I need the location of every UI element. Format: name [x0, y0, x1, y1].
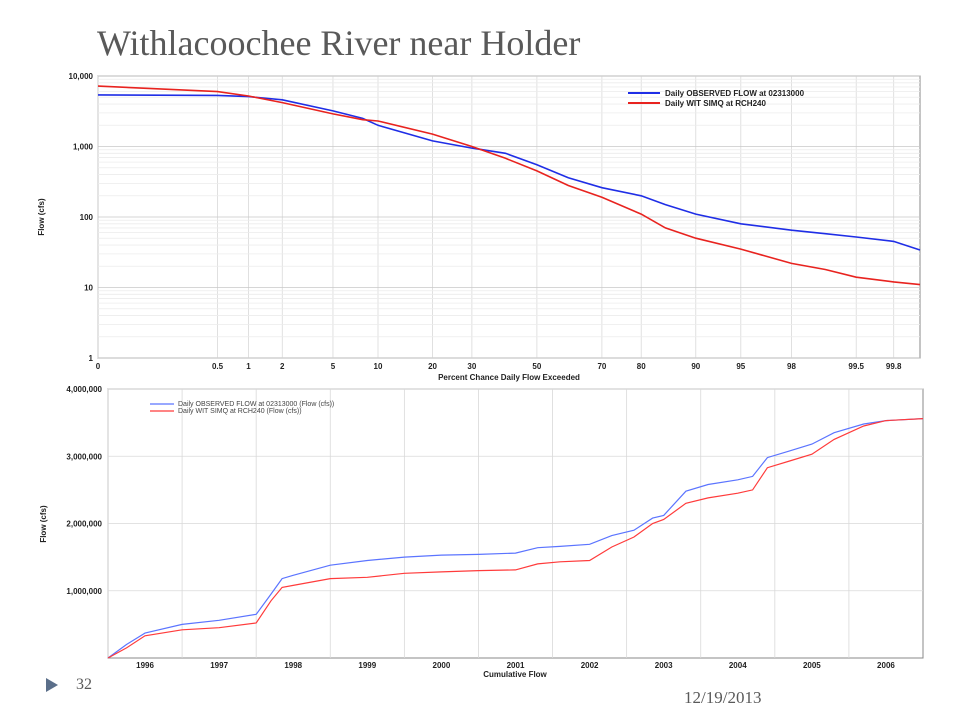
x-tick-label-top: 95: [736, 362, 745, 371]
x-tick-label-bottom: 1996: [136, 661, 154, 670]
x-tick-label-bottom: 2006: [877, 661, 895, 670]
y-tick-label-top: 1,000: [73, 143, 94, 152]
x-tick-label-bottom: 2004: [729, 661, 747, 670]
y-tick-label-top: 10,000: [69, 72, 94, 81]
gridlines-top: [97, 75, 920, 359]
x-tick-label-bottom: 1998: [284, 661, 302, 670]
slide-date: 12/19/2013: [684, 688, 762, 707]
triangle-bullet-icon: [46, 678, 58, 692]
y-tick-label-top: 1: [89, 354, 94, 363]
x-tick-label-top: 99.8: [886, 362, 902, 371]
x-tick-label-top: 80: [637, 362, 646, 371]
tick-labels-bottom: 1996 1997 1998 1999 2000 2001 2002 2003 2004 2005…: [66, 385, 895, 670]
legend-label-simulated-bottom: Daily WIT SIMQ at RCH240 (Flow (cfs)): [178, 408, 302, 415]
x-tick-label-top: 70: [597, 362, 606, 371]
gridlines-bottom: [107, 388, 923, 658]
x-tick-label-top: 1: [246, 362, 251, 371]
x-tick-label-bottom: 2001: [507, 661, 525, 670]
x-tick-label-top: 99.5: [848, 362, 864, 371]
slide-number: 32: [76, 676, 92, 693]
x-tick-label-top: 20: [428, 362, 437, 371]
series-line-simulated-bottom: [107, 418, 924, 659]
legend-top: Daily OBSERVED FLOW at 02313000 Daily WI…: [628, 89, 805, 108]
series-line-simulated-top: [97, 85, 921, 286]
legend-label-observed: Daily OBSERVED FLOW at 02313000: [665, 89, 805, 98]
x-tick-label-bottom: 1997: [210, 661, 228, 670]
x-tick-label-bottom: 2002: [581, 661, 599, 670]
y-tick-label-top: 10: [84, 284, 93, 293]
x-tick-label-bottom: 1999: [358, 661, 376, 670]
flow-duration-chart: 0 0.5 1 2 5 10 20 30 50 70 80 90 95 98 99.5 99.8 1 10 100 1…: [37, 72, 921, 382]
series-lines-bottom: [107, 418, 924, 659]
series-lines-top: [97, 85, 921, 286]
legend-label-observed-bottom: Daily OBSERVED FLOW at 02313000 (Flow (c…: [178, 401, 334, 408]
y-tick-label-bottom: 1,000,000: [66, 587, 102, 596]
x-tick-label-top: 30: [467, 362, 476, 371]
tick-labels-top: 0 0.5 1 2 5 10 20 30 50 70 80 90 95 98 99.5 99.8 1 10 100 1…: [69, 72, 903, 371]
series-line-observed-top: [97, 94, 921, 251]
y-tick-label-bottom: 4,000,000: [66, 385, 102, 394]
slide-title: Withlacoochee River near Holder: [97, 23, 581, 63]
x-tick-label-top: 5: [331, 362, 336, 371]
y-tick-label-top: 100: [80, 213, 94, 222]
x-tick-label-top: 50: [532, 362, 541, 371]
x-tick-label-bottom: 2005: [803, 661, 821, 670]
x-tick-label-top: 0: [96, 362, 101, 371]
y-tick-label-bottom: 2,000,000: [66, 520, 102, 529]
x-tick-label-bottom: 2003: [655, 661, 673, 670]
y-tick-label-bottom: 3,000,000: [66, 452, 102, 461]
x-tick-label-top: 90: [691, 362, 700, 371]
x-tick-label-top: 0.5: [212, 362, 224, 371]
series-line-observed-bottom: [107, 418, 924, 659]
x-tick-label-top: 10: [374, 362, 383, 371]
x-axis-title-bottom: Cumulative Flow: [483, 670, 547, 679]
legend-bottom: Daily OBSERVED FLOW at 02313000 (Flow (c…: [150, 401, 334, 415]
x-tick-label-top: 2: [280, 362, 285, 371]
x-tick-label-bottom: 2000: [433, 661, 451, 670]
x-axis-title-top: Percent Chance Daily Flow Exceeded: [438, 373, 580, 382]
cumulative-flow-chart: 1996 1997 1998 1999 2000 2001 2002 2003 2004 2005…: [39, 385, 924, 679]
legend-label-simulated: Daily WIT SIMQ at RCH240: [665, 99, 766, 108]
x-tick-label-top: 98: [787, 362, 796, 371]
y-axis-title-top: Flow (cfs): [37, 198, 46, 236]
y-axis-title-bottom: Flow (cfs): [39, 505, 48, 543]
